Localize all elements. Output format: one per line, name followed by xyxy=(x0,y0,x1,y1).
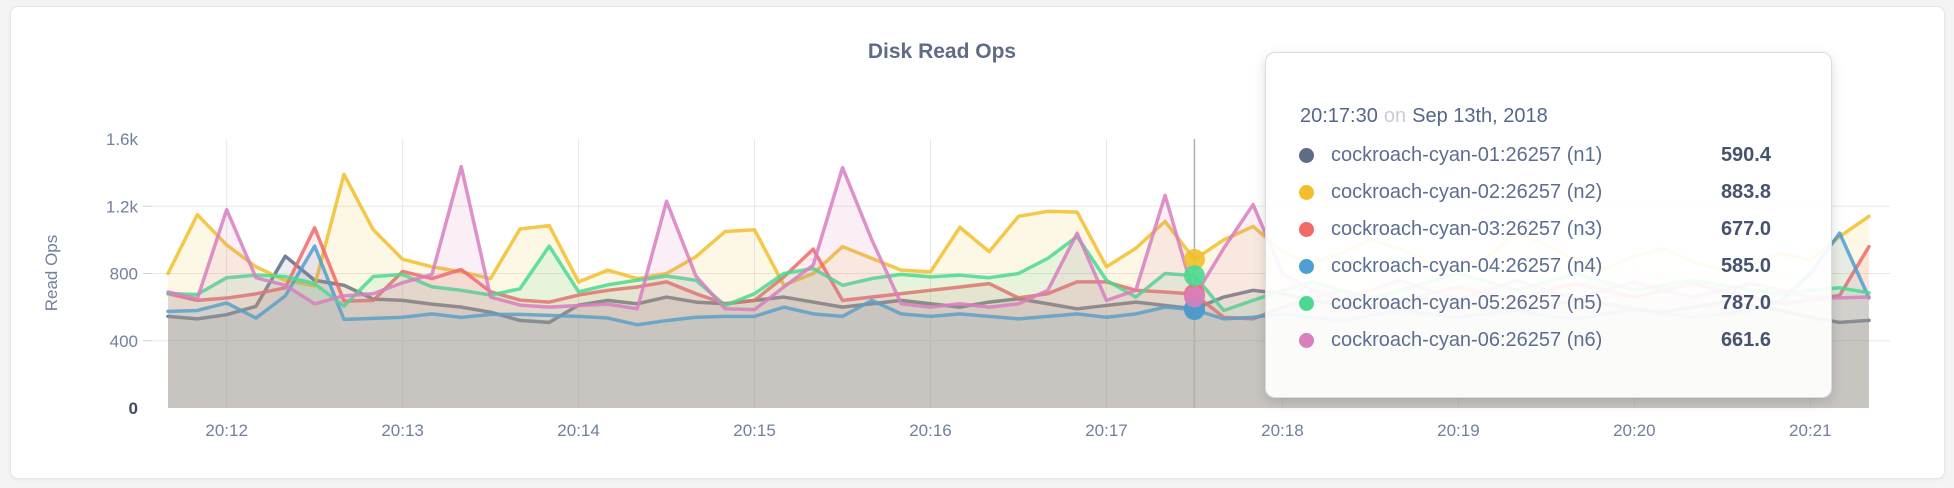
x-tick-label: 20:13 xyxy=(381,421,424,440)
chart-title: Disk Read Ops xyxy=(867,40,1017,63)
series-color-dot-icon xyxy=(1299,259,1314,274)
series-name: cockroach-cyan-04:26257 (n4) xyxy=(1331,255,1603,277)
hover-point xyxy=(1183,265,1205,287)
y-tick-label: 800 xyxy=(110,265,138,284)
x-tick-label: 20:19 xyxy=(1437,421,1480,440)
x-tick-label: 20:14 xyxy=(557,421,600,440)
series-value: 661.6 xyxy=(1720,329,1771,351)
y-tick-label: 0 xyxy=(129,399,138,418)
tooltip-row: cockroach-cyan-05:26257 (n5) 787.0 xyxy=(1266,285,1831,322)
x-tick-label: 20:20 xyxy=(1613,421,1656,440)
tooltip-series-list: cockroach-cyan-01:26257 (n1) 590.4 cockroa… xyxy=(1266,137,1831,359)
series-value: 585.0 xyxy=(1720,255,1771,277)
x-tick-label: 20:12 xyxy=(205,421,248,440)
tooltip-timestamp: 20:17:30 on Sep 13th, 2018 xyxy=(1300,105,1548,128)
tooltip-row: cockroach-cyan-03:26257 (n3) 677.0 xyxy=(1266,211,1831,248)
series-name: cockroach-cyan-06:26257 (n6) xyxy=(1331,329,1603,351)
hover-point xyxy=(1183,286,1205,308)
hover-tooltip: 20:17:30 on Sep 13th, 2018 cockroach-cyan-… xyxy=(1265,52,1832,398)
y-tick-label: 1.2k xyxy=(106,197,139,216)
x-tick-label: 20:16 xyxy=(909,421,952,440)
series-color-dot-icon xyxy=(1299,185,1314,200)
series-value: 590.4 xyxy=(1720,144,1771,166)
x-tick-label: 20:21 xyxy=(1789,421,1832,440)
y-tick-label: 400 xyxy=(110,332,138,351)
x-tick-label: 20:18 xyxy=(1261,421,1304,440)
series-color-dot-icon xyxy=(1299,222,1314,237)
y-tick-label: 1.6k xyxy=(106,130,139,149)
series-value: 883.8 xyxy=(1720,181,1771,203)
series-value: 787.0 xyxy=(1720,292,1771,314)
tooltip-row: cockroach-cyan-01:26257 (n1) 590.4 xyxy=(1266,137,1831,174)
x-tick-label: 20:15 xyxy=(733,421,776,440)
tooltip-row: cockroach-cyan-02:26257 (n2) 883.8 xyxy=(1266,174,1831,211)
tooltip-date: Sep 13th, 2018 xyxy=(1412,105,1548,127)
tooltip-row: cockroach-cyan-04:26257 (n4) 585.0 xyxy=(1266,248,1831,285)
y-axis-label: Read Ops xyxy=(42,235,61,312)
series-color-dot-icon xyxy=(1299,333,1314,348)
series-color-dot-icon xyxy=(1299,296,1314,311)
tooltip-connector: on xyxy=(1383,105,1407,127)
tooltip-row: cockroach-cyan-06:26257 (n6) 661.6 xyxy=(1266,322,1831,359)
hover-point xyxy=(1183,248,1205,270)
series-color-dot-icon xyxy=(1299,148,1314,163)
series-name: cockroach-cyan-03:26257 (n3) xyxy=(1331,218,1603,240)
x-tick-label: 20:17 xyxy=(1085,421,1128,440)
series-name: cockroach-cyan-02:26257 (n2) xyxy=(1331,181,1603,203)
series-value: 677.0 xyxy=(1720,218,1771,240)
series-name: cockroach-cyan-01:26257 (n1) xyxy=(1331,144,1603,166)
series-name: cockroach-cyan-05:26257 (n5) xyxy=(1331,292,1603,314)
tooltip-time: 20:17:30 xyxy=(1300,105,1378,127)
